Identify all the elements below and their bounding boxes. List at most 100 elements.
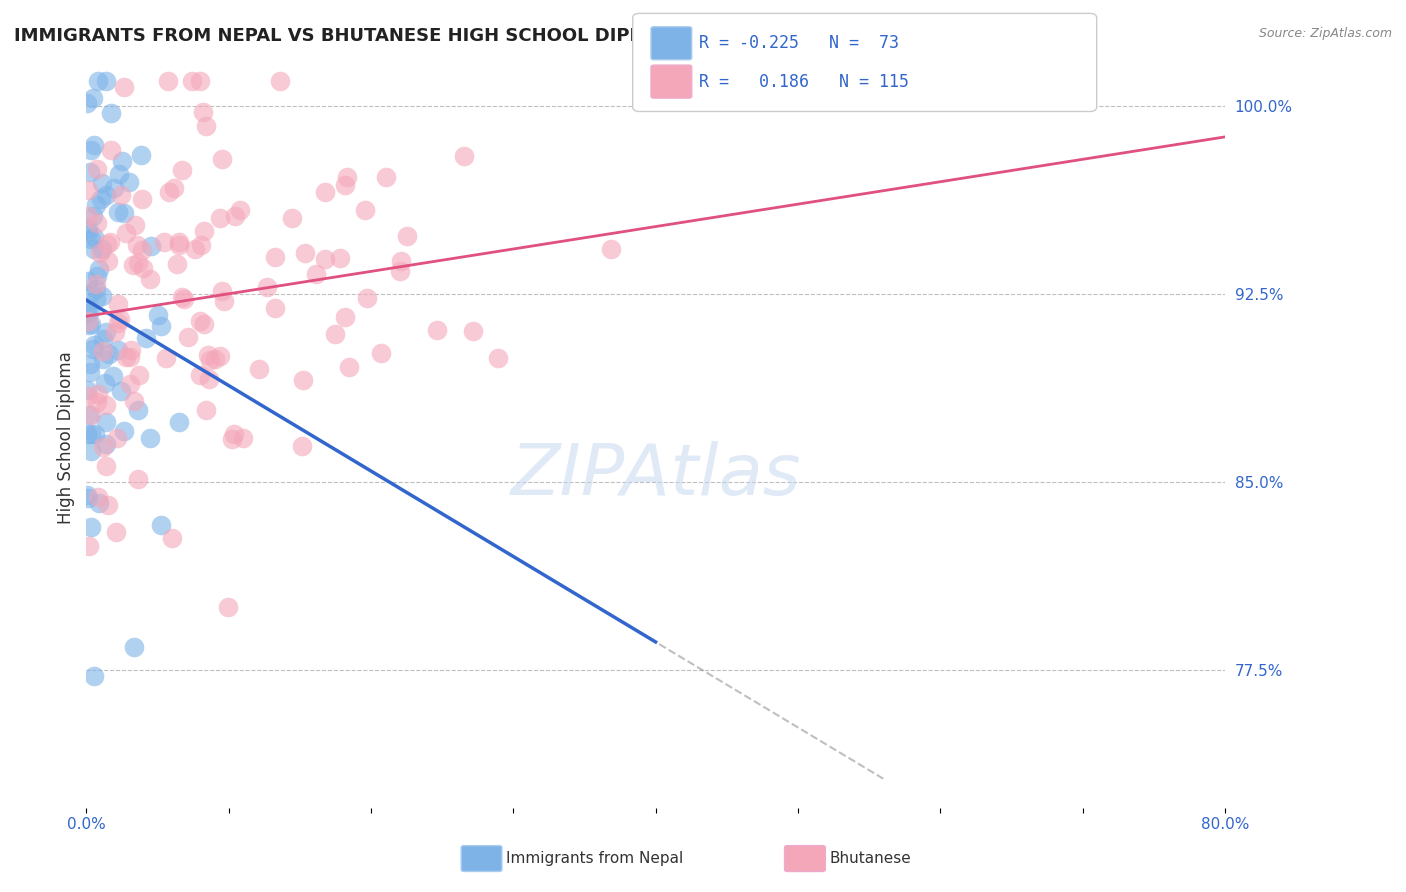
Point (96, 398, 118, 412)
Point (87, 74, 110, 88)
Point (193, 104, 215, 119)
Point (222, 427, 245, 442)
Point (396, 229, 419, 244)
Point (107, 297, 129, 311)
Point (79, 317, 101, 331)
Point (110, 187, 132, 202)
Point (209, 211, 232, 226)
Point (76, 383, 98, 397)
Point (152, 235, 174, 249)
Point (82, 91, 104, 105)
Point (86, 394, 108, 409)
Point (292, 373, 315, 387)
Point (221, 432, 243, 446)
Point (194, 119, 217, 133)
Point (76, 96, 98, 111)
Point (87, 490, 110, 504)
Point (96, 74, 118, 88)
Point (356, 291, 378, 305)
Point (329, 252, 352, 266)
Point (120, 350, 142, 364)
Point (97, 498, 120, 512)
Point (337, 359, 360, 374)
Text: Immigrants from Nepal: Immigrants from Nepal (506, 852, 683, 866)
Point (193, 317, 215, 331)
Point (76, 209, 98, 223)
Point (91, 242, 114, 256)
Point (104, 325, 127, 339)
Point (173, 292, 195, 306)
Point (200, 352, 222, 367)
Point (229, 203, 252, 218)
Point (131, 243, 153, 257)
Point (163, 180, 186, 194)
Point (198, 371, 221, 385)
Point (269, 74, 291, 88)
Point (76, 301, 98, 316)
Point (181, 74, 204, 88)
Point (256, 280, 278, 294)
Point (128, 256, 150, 270)
Point (204, 351, 226, 366)
Point (97, 254, 120, 268)
Text: ZIPAtlas: ZIPAtlas (510, 441, 801, 509)
Point (217, 600, 239, 615)
Point (90, 289, 112, 303)
Point (84, 282, 107, 296)
Point (79, 365, 101, 379)
Point (190, 314, 212, 328)
Point (264, 301, 287, 315)
Point (87, 261, 110, 276)
Point (80, 143, 103, 157)
Text: R =   0.186   N = 115: R = 0.186 N = 115 (699, 73, 908, 91)
Point (80, 409, 103, 423)
Point (148, 308, 170, 322)
Point (159, 186, 181, 200)
Point (139, 271, 162, 285)
Point (103, 181, 125, 195)
Point (79, 426, 101, 441)
Point (139, 239, 162, 253)
Point (93, 344, 115, 359)
Point (110, 311, 132, 326)
Point (108, 167, 131, 181)
Point (224, 209, 246, 223)
Point (211, 284, 233, 298)
Point (110, 153, 132, 168)
Point (86, 216, 108, 230)
Point (172, 163, 194, 178)
Point (100, 143, 122, 157)
Point (127, 402, 149, 417)
Point (94, 436, 117, 450)
Point (184, 242, 207, 256)
Point (115, 350, 138, 364)
Point (122, 259, 145, 273)
Point (323, 327, 346, 342)
Point (91, 440, 114, 454)
Point (486, 351, 509, 365)
Point (91, 177, 114, 191)
Point (150, 517, 173, 532)
Point (79, 304, 101, 318)
Point (77, 318, 100, 332)
Point (125, 238, 148, 252)
Point (139, 431, 162, 445)
Point (86, 269, 108, 284)
Point (87, 387, 110, 401)
Point (160, 531, 183, 545)
Point (107, 316, 129, 330)
Point (129, 148, 152, 162)
Point (104, 524, 127, 539)
Point (463, 324, 485, 338)
Point (214, 293, 236, 308)
Point (105, 431, 128, 445)
Point (84, 198, 107, 212)
Point (127, 472, 149, 486)
Point (80, 443, 103, 458)
Point (107, 205, 129, 219)
Point (166, 256, 188, 270)
Point (98, 347, 121, 361)
Point (110, 384, 132, 399)
Point (90, 192, 112, 206)
Point (96, 236, 118, 251)
